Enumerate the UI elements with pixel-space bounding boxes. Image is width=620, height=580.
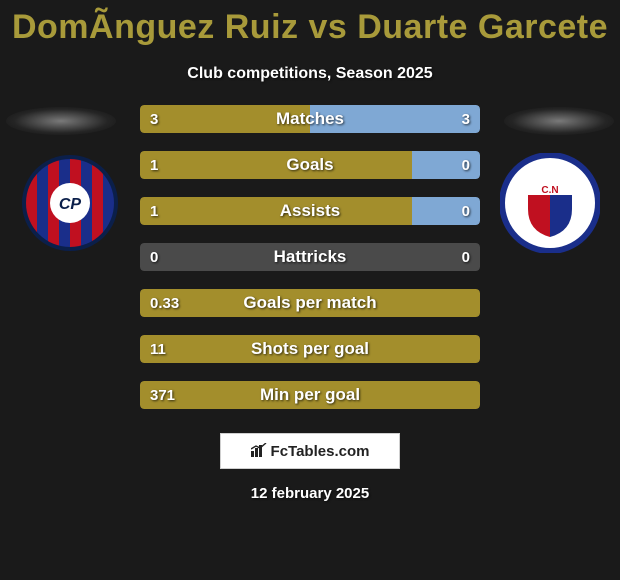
shadow-oval-right xyxy=(504,107,614,135)
chart-icon xyxy=(251,443,267,460)
page-title: DomÃ­nguez Ruiz vs Duarte Garcete xyxy=(0,0,620,47)
stat-row: 00Hattricks xyxy=(140,243,480,271)
team-crest-left: CP xyxy=(20,153,120,253)
shadow-oval-left xyxy=(6,107,116,135)
stat-row: 371Min per goal xyxy=(140,381,480,409)
stat-row: 33Matches xyxy=(140,105,480,133)
stat-label: Hattricks xyxy=(140,243,480,271)
stat-bars: 33Matches 10Goals 10Assists 00Hattricks 0.33… xyxy=(140,105,480,409)
subtitle: Club competitions, Season 2025 xyxy=(0,65,620,83)
stat-label: Goals xyxy=(140,151,480,179)
footer-date: 12 february 2025 xyxy=(0,485,620,502)
stat-row: 10Assists xyxy=(140,197,480,225)
stat-label: Assists xyxy=(140,197,480,225)
crest-right-initials: C.N xyxy=(541,185,558,196)
stat-row: 10Goals xyxy=(140,151,480,179)
footer-brand-box: FcTables.com xyxy=(220,433,400,469)
crest-left-initials: CP xyxy=(59,196,82,213)
stat-label: Matches xyxy=(140,105,480,133)
comparison-content: CP C.N 33Matches 10Goals 10Assists 00Hattri… xyxy=(0,105,620,409)
stat-row: 0.33Goals per match xyxy=(140,289,480,317)
stat-label: Goals per match xyxy=(140,289,480,317)
stat-row: 11Shots per goal xyxy=(140,335,480,363)
stat-label: Shots per goal xyxy=(140,335,480,363)
stat-label: Min per goal xyxy=(140,381,480,409)
footer-brand-text: FcTables.com xyxy=(271,443,370,460)
team-crest-right: C.N xyxy=(500,153,600,253)
